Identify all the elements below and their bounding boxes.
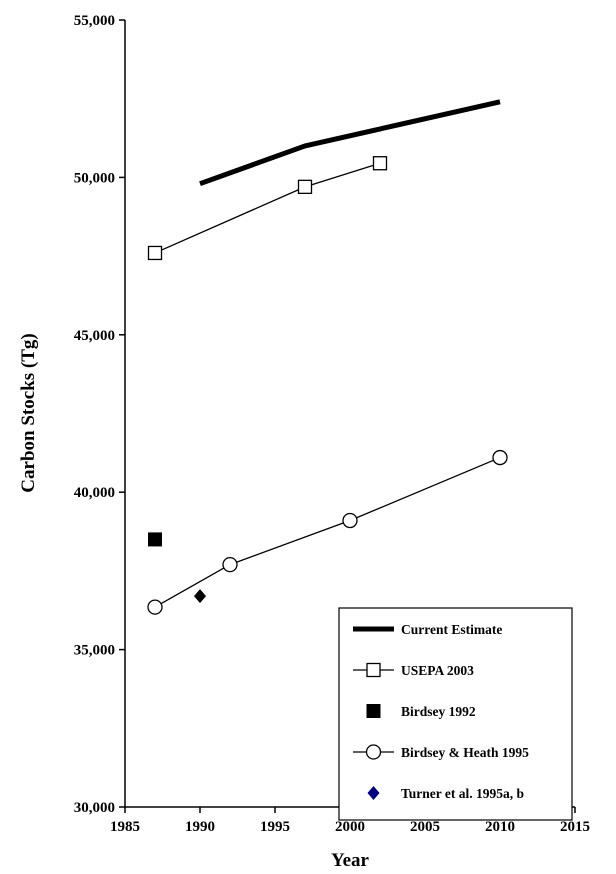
legend-item: Birdsey 1992 (366, 704, 476, 719)
series-line (199, 99, 501, 187)
legend-label: Birdsey & Heath 1995 (401, 745, 529, 760)
legend-item: Birdsey & Heath 1995 (353, 744, 529, 760)
x-tick-label: 1985 (110, 819, 140, 835)
plot-area (147, 99, 508, 615)
open-circle-marker (147, 599, 163, 615)
y-axis-title: Carbon Stocks (Tg) (18, 333, 39, 492)
legend-label: Current Estimate (401, 622, 502, 637)
series-3 (147, 449, 508, 615)
y-tick-label: 35,000 (74, 643, 115, 659)
axes: 30,000 35,000 40,000 45,000 50,000 55,000 1985… (74, 13, 590, 835)
x-tick-label: 2010 (485, 819, 515, 835)
legend-item: Current Estimate (353, 622, 502, 637)
y-tick-label: 50,000 (74, 170, 115, 186)
open-square-marker (366, 662, 381, 678)
series-0 (199, 99, 501, 187)
series-1 (147, 156, 388, 261)
y-tick-label: 30,000 (74, 800, 115, 816)
x-axis-title: Year (331, 850, 370, 871)
y-tick-label: 45,000 (74, 328, 115, 344)
filled-diamond-marker (194, 589, 206, 604)
legend-label: USEPA 2003 (401, 663, 474, 678)
open-square-marker (297, 179, 313, 194)
y-tick-label: 40,000 (74, 485, 115, 501)
open-square-marker (372, 156, 388, 171)
legend-item: Turner et al. 1995a, b (367, 786, 524, 801)
x-tick-label: 1995 (260, 819, 290, 835)
x-tick-label: 2015 (560, 819, 590, 835)
filled-square-marker (366, 704, 381, 718)
x-tick-label: 1990 (185, 819, 215, 835)
x-tick-label: 2005 (410, 819, 440, 835)
open-square-marker (147, 245, 163, 261)
open-circle-marker (492, 449, 508, 466)
y-tick-label: 55,000 (74, 13, 115, 29)
legend-label: Turner et al. 1995a, b (401, 786, 524, 801)
open-circle-marker (222, 556, 238, 573)
series-4 (194, 589, 206, 604)
legend-item: USEPA 2003 (353, 662, 474, 678)
series-line (154, 456, 501, 608)
legend-label: Birdsey 1992 (401, 704, 476, 719)
series-line (154, 162, 381, 254)
x-tick-label: 2000 (335, 819, 365, 835)
filled-square-marker (148, 532, 162, 547)
open-circle-marker (365, 744, 382, 760)
series-2 (148, 532, 162, 547)
filled-diamond-marker (367, 786, 380, 800)
legend: Current Estimate USEPA 2003 Birdsey 1992 Bi… (338, 607, 573, 821)
open-circle-marker (342, 512, 358, 529)
